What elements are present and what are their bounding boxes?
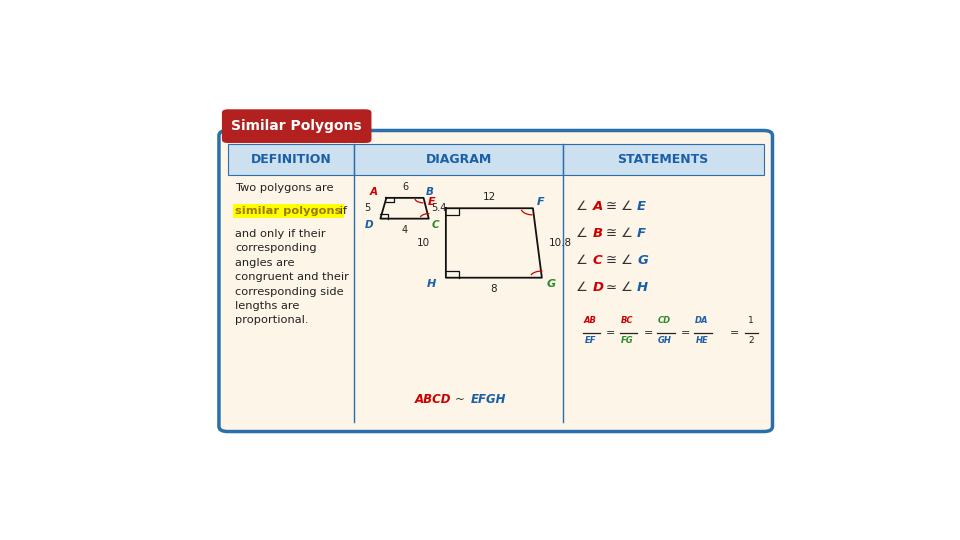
Text: ≅: ≅ [606,227,617,240]
Text: 5: 5 [364,203,370,213]
Text: E: E [637,200,646,213]
Text: ABCD: ABCD [415,393,451,406]
Text: F: F [537,197,544,207]
Text: ∠: ∠ [621,281,633,294]
Text: DA: DA [695,316,708,325]
Text: similar polygons: similar polygons [235,206,342,216]
Bar [563,144,763,175]
Text: C: C [592,254,602,267]
Text: DEFINITION: DEFINITION [251,153,331,166]
Text: 6: 6 [402,183,408,192]
Text: 10.8: 10.8 [549,238,572,248]
Text: E: E [428,197,436,207]
Text: 5.4: 5.4 [431,203,446,213]
Text: B: B [426,187,434,197]
Text: D: D [592,281,604,294]
Text: 10: 10 [417,238,429,248]
Text: ≅: ≅ [606,254,617,267]
Text: ∠: ∠ [576,254,588,267]
Text: F: F [637,227,646,240]
Text: CD: CD [658,316,671,325]
Text: DIAGRAM: DIAGRAM [425,153,492,166]
Text: GH: GH [658,336,672,345]
Text: AB: AB [584,316,597,325]
Text: 4: 4 [401,225,408,235]
Text: H: H [637,281,648,294]
Text: =: = [643,328,653,338]
Text: =: = [606,328,615,338]
Text: Similar Polygons: Similar Polygons [231,119,362,133]
Text: A: A [592,200,603,213]
Text: G: G [637,254,648,267]
Text: H: H [427,279,436,289]
Text: STATEMENTS: STATEMENTS [617,153,708,166]
Bar [354,144,563,175]
Text: ≃: ≃ [606,281,617,294]
Text: 1: 1 [748,316,754,325]
Text: ∠: ∠ [621,227,633,240]
Text: ≅: ≅ [606,200,617,213]
Text: Two polygons are: Two polygons are [235,183,334,193]
Text: ∠: ∠ [576,281,588,294]
FancyBboxPatch shape [222,109,372,143]
FancyBboxPatch shape [219,131,773,431]
Text: C: C [432,220,440,230]
Text: ∠: ∠ [621,200,633,213]
Text: and only if their
corresponding
angles are
congruent and their
corresponding sid: and only if their corresponding angles a… [235,229,349,326]
Text: ~: ~ [455,393,465,406]
Text: =: = [681,328,690,338]
Text: EFGH: EFGH [470,393,506,406]
Text: A: A [370,187,377,197]
Text: if: if [336,206,347,216]
Text: ∠: ∠ [621,254,633,267]
Bar [228,144,354,175]
Text: FG: FG [621,336,634,345]
Text: B: B [592,227,603,240]
Text: 8: 8 [491,285,497,294]
Text: D: D [365,220,372,230]
Text: ∠: ∠ [576,200,588,213]
Text: =: = [730,328,739,338]
Text: BC: BC [621,316,634,325]
Text: 2: 2 [748,336,754,345]
Text: ∠: ∠ [576,227,588,240]
Text: 12: 12 [483,192,496,201]
Text: HE: HE [695,336,708,345]
Text: G: G [546,279,556,289]
Text: EF: EF [585,336,596,345]
